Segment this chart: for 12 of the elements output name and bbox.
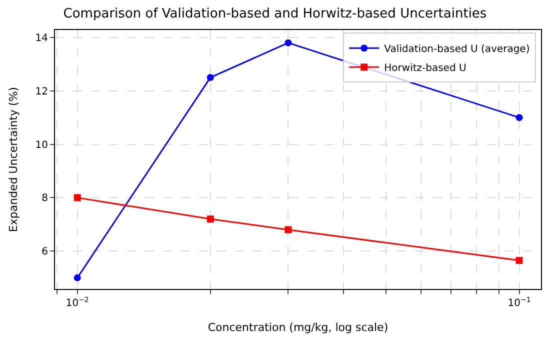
legend-label: Horwitz-based U: [384, 62, 466, 74]
y-tick-label: 14: [35, 32, 48, 44]
legend-label: Validation-based U (average): [384, 44, 530, 55]
y-tick-label: 10: [35, 140, 48, 151]
x-tick-label: 10$^{−1}$: [508, 296, 531, 309]
x-axis-title: Concentration (mg/kg, log scale): [208, 321, 388, 334]
y-tick-label: 12: [35, 86, 48, 98]
y-tick-label: 6: [42, 246, 48, 258]
y-tick-label: 8: [42, 193, 48, 204]
chart-title: Comparison of Validation-based and Horwitz-based Uncertainties: [63, 6, 487, 22]
y-axis-title: Expanded Uncertainty (%): [6, 86, 20, 232]
x-tick-label: 10$^{−2}$: [66, 296, 89, 309]
